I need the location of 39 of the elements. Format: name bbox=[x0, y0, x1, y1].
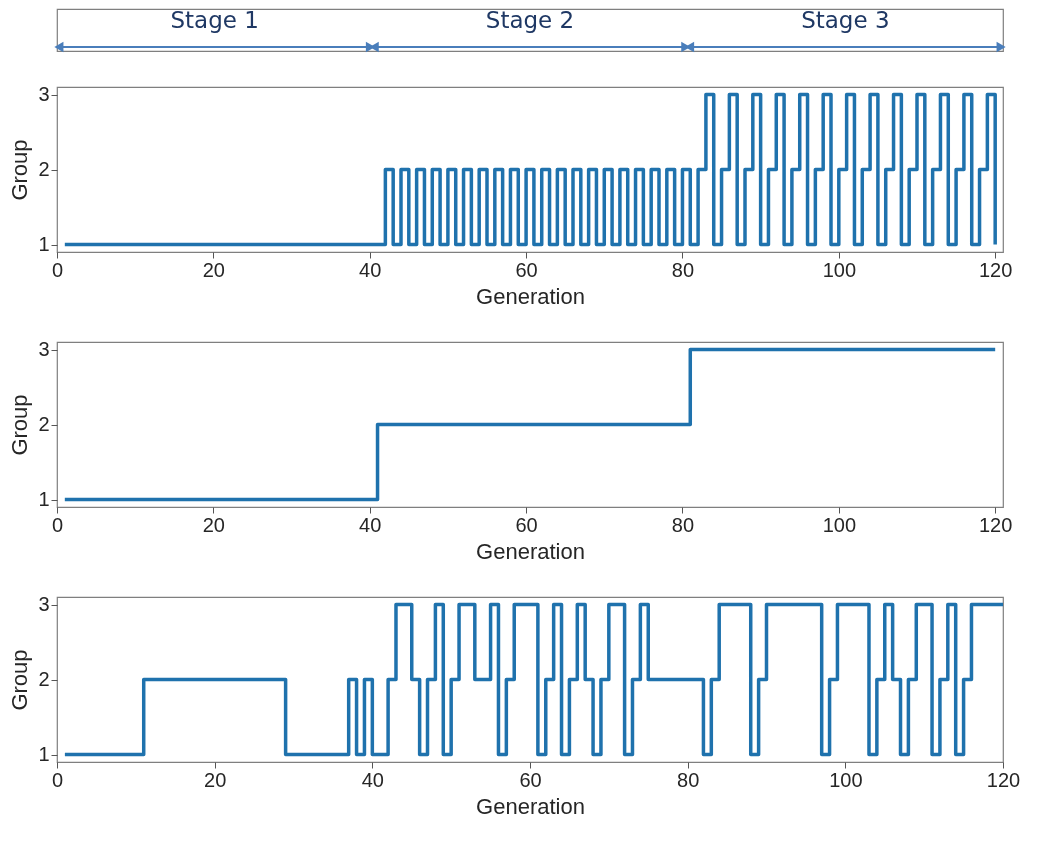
x-tick-label: 100 bbox=[829, 768, 863, 791]
x-tick-label: 20 bbox=[204, 768, 227, 791]
x-tick-label: 120 bbox=[978, 513, 1013, 536]
y-tick-label: 3 bbox=[38, 593, 50, 615]
x-tick-label: 120 bbox=[986, 768, 1021, 791]
y-tick-label: 2 bbox=[38, 668, 50, 690]
x-tick-label: 100 bbox=[822, 513, 857, 536]
x-tick-label: 40 bbox=[361, 768, 384, 791]
x-tick-label: 60 bbox=[515, 258, 538, 281]
x-tick-label: 40 bbox=[359, 258, 382, 281]
x-tick-label: 20 bbox=[202, 258, 225, 281]
text: Stage 2 bbox=[485, 7, 575, 33]
y-axis-title: Group bbox=[7, 139, 33, 201]
y-tick-label: 2 bbox=[38, 158, 50, 180]
y-tick-label: 3 bbox=[38, 83, 50, 105]
x-tick-label: 20 bbox=[202, 513, 225, 536]
x-tick-label: 0 bbox=[51, 768, 64, 791]
x-axis-title: Generation bbox=[476, 793, 585, 819]
x-tick-label: 100 bbox=[822, 258, 857, 281]
y-tick-label: 1 bbox=[38, 743, 50, 765]
x-tick-label: 0 bbox=[51, 258, 64, 281]
x-tick-label: 120 bbox=[978, 258, 1013, 281]
x-tick-label: 0 bbox=[51, 513, 64, 536]
x-tick-label: 80 bbox=[677, 768, 700, 791]
x-tick-label: 60 bbox=[519, 768, 542, 791]
x-tick-label: 80 bbox=[671, 258, 695, 281]
y-axis-title: Group bbox=[7, 649, 33, 711]
x-tick-label: 80 bbox=[671, 513, 695, 536]
y-tick-label: 1 bbox=[38, 233, 50, 255]
x-tick-label: 60 bbox=[515, 513, 538, 536]
y-tick-label: 2 bbox=[38, 413, 50, 435]
x-axis-title: Generation bbox=[476, 538, 585, 564]
y-axis-title: Group bbox=[7, 394, 33, 456]
text: Stage 1 bbox=[170, 7, 259, 33]
y-tick-label: 3 bbox=[38, 338, 50, 360]
y-tick-label: 1 bbox=[38, 488, 50, 510]
x-tick-label: 40 bbox=[359, 513, 382, 536]
x-axis-title: Generation bbox=[476, 283, 585, 309]
text: Stage 3 bbox=[801, 7, 890, 33]
